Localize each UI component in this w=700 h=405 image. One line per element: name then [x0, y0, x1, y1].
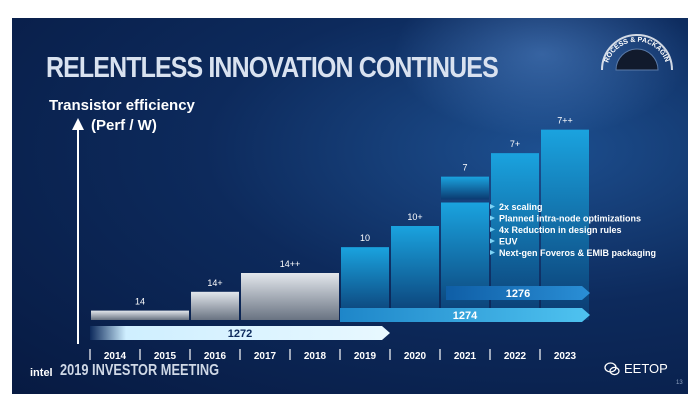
- annotation-bullet-icon: [490, 204, 495, 209]
- step-label: 14: [135, 297, 145, 307]
- intel-logo: intel: [30, 367, 53, 379]
- timeline-arrow: [90, 326, 390, 340]
- step-bar: [441, 202, 489, 320]
- y-axis-label-line-2: (Perf / W): [91, 117, 157, 134]
- annotation-text: EUV: [499, 237, 518, 247]
- axis: 2014 2015 2016 2017 2018 2019 2020 2021 2022 2023: [72, 118, 577, 362]
- slide: RELENTLESS INNOVATION CONTINUES Transist…: [12, 18, 688, 394]
- timeline-arrow: [446, 286, 590, 300]
- x-tick-label: 2019: [354, 351, 377, 362]
- step-bar: [441, 176, 489, 200]
- watermark-text: EETOP: [624, 361, 668, 376]
- x-tick-label: 2014: [104, 351, 127, 362]
- step-label: 10+: [407, 212, 422, 222]
- wechat-icon: [604, 362, 620, 376]
- step-label: 10: [360, 233, 370, 243]
- step-label: 14+: [207, 278, 222, 288]
- x-tick-label: 2022: [504, 351, 527, 362]
- y-axis-arrowhead: [72, 118, 84, 130]
- step-label: 7+: [510, 139, 520, 149]
- step-bar: [191, 291, 239, 320]
- x-tick-label: 2018: [304, 351, 327, 362]
- step-bar: [241, 273, 339, 320]
- timeline-arrow-label: 1272: [228, 328, 252, 340]
- timeline-arrow-label: 1276: [506, 288, 530, 300]
- x-tick-label: 2023: [554, 351, 577, 362]
- x-tick-label: 2021: [454, 351, 477, 362]
- slide-title: RELENTLESS INNOVATION CONTINUES: [46, 52, 499, 84]
- annotation-bullet-icon: [490, 215, 495, 221]
- annotation-bullet-icon: [490, 238, 495, 244]
- step-label: 7++: [557, 116, 573, 126]
- annotation-text: 4x Reduction in design rules: [499, 225, 622, 235]
- timeline-arrow: [340, 308, 590, 322]
- x-tick-label: 2015: [154, 351, 177, 362]
- timeline-arrows: 1272 1274 1276: [90, 286, 590, 340]
- annotation-bullet-icon: [490, 227, 495, 232]
- page-number: 13: [676, 380, 683, 386]
- step-label: 14++: [280, 259, 301, 269]
- step-label: 7: [462, 163, 467, 173]
- timeline-arrow-label: 1274: [453, 310, 478, 322]
- process-packaging-badge: PROCESS & PACKAGING: [598, 26, 673, 71]
- x-tick-label: 2016: [204, 351, 227, 362]
- step-bar: [391, 226, 439, 320]
- annotation-bullet-icon: [490, 250, 495, 255]
- step-bar: [91, 310, 189, 320]
- step-bar: [341, 247, 389, 320]
- x-tick-label: 2017: [254, 351, 277, 362]
- x-tick-label: 2020: [404, 351, 427, 362]
- annotation-text: Planned intra-node optimizations: [499, 214, 641, 224]
- annotation-text: Next-gen Foveros & EMIB packaging: [499, 248, 656, 258]
- y-axis-label-line-1: Transistor efficiency: [49, 97, 195, 114]
- annotations: 2x scaling Planned intra-node optimizatio…: [490, 202, 656, 258]
- background-glow: [392, 18, 688, 138]
- investor-meeting-logo: 2019 INVESTOR MEETING: [60, 362, 220, 379]
- annotation-text: 2x scaling: [499, 202, 543, 212]
